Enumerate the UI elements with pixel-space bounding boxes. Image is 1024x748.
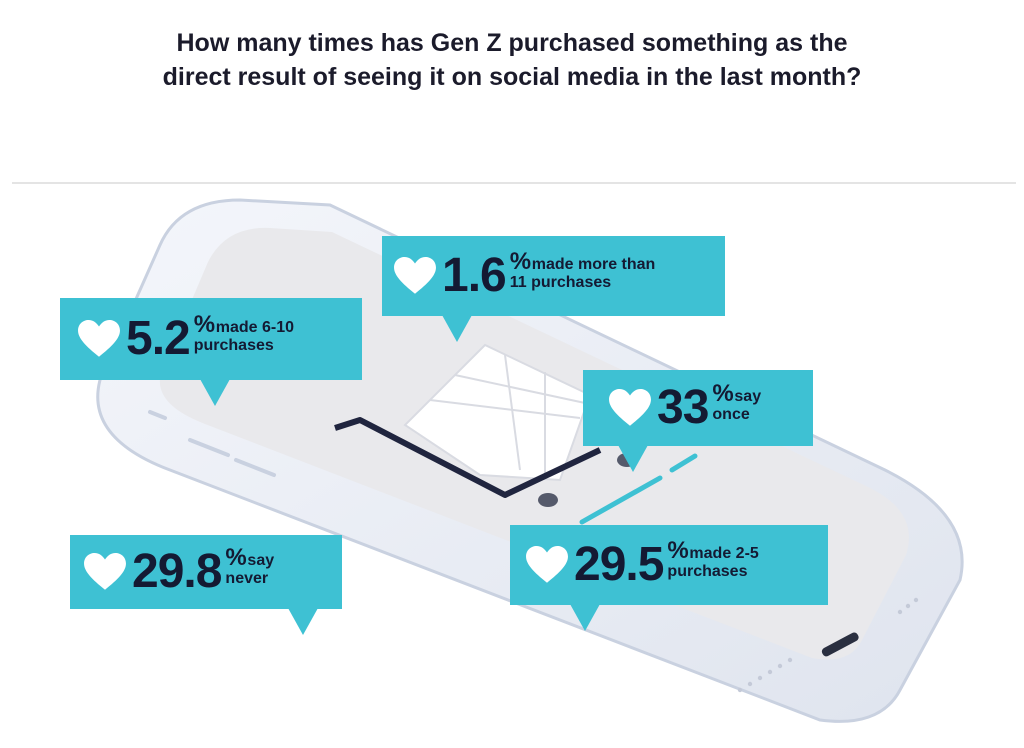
heart-icon	[609, 389, 651, 426]
callout-label-line: say	[734, 388, 762, 405]
callout-tail	[288, 608, 318, 635]
callout-value: 29.8	[132, 545, 222, 598]
callout-unit: %	[509, 248, 532, 275]
divider	[12, 182, 1016, 184]
decorative-streak	[669, 453, 698, 473]
callout-value: 5.2	[126, 312, 191, 365]
chart-title-line-2: direct result of seeing it on social med…	[162, 63, 862, 91]
heart-icon	[394, 257, 436, 294]
callout-value: 29.5	[574, 538, 664, 591]
phone-side-button	[188, 438, 230, 457]
callout-value: 33	[657, 381, 709, 434]
heart-icon	[526, 546, 568, 583]
callout-label-line: made 6-10	[215, 319, 294, 336]
callout-label-line: purchases	[193, 337, 274, 354]
callout-tail	[618, 445, 648, 472]
phone-side-button	[234, 458, 276, 477]
callout-label-line: purchases	[667, 563, 748, 580]
phone-side-button	[148, 410, 167, 420]
chart-title-line-1: How many times has Gen Z purchased somet…	[176, 29, 848, 57]
callout-unit: %	[712, 380, 734, 407]
heart-icon	[78, 320, 120, 357]
decorative-streak	[579, 475, 663, 525]
callout-more-than-11: 1.6 % made more than 11 purchases	[382, 236, 725, 342]
phone-speaker	[737, 597, 919, 693]
phone-port	[821, 632, 859, 657]
callout-unit: %	[193, 311, 216, 338]
callout-label-line: made 2-5	[689, 545, 759, 562]
callout-tail	[200, 379, 230, 406]
callout-tail	[570, 604, 600, 631]
callout-label-line: never	[225, 570, 269, 587]
callout-label-line: once	[712, 406, 750, 423]
callout-once: 33 % say once	[583, 370, 813, 472]
callout-label-line: 11 purchases	[509, 274, 612, 291]
callout-label-line: made more than	[531, 256, 656, 273]
callout-2-5: 29.5 % made 2-5 purchases	[510, 525, 828, 631]
chart-title: How many times has Gen Z purchased somet…	[0, 26, 1024, 94]
callout-tail	[442, 315, 472, 342]
callout-never: 29.8 % say never	[70, 535, 342, 635]
callout-unit: %	[667, 537, 689, 564]
heart-icon	[84, 553, 126, 590]
callout-value: 1.6	[442, 249, 507, 302]
callout-unit: %	[225, 544, 247, 571]
callout-label-line: say	[247, 552, 275, 569]
callout-6-10: 5.2 % made 6-10 purchases	[60, 298, 362, 406]
